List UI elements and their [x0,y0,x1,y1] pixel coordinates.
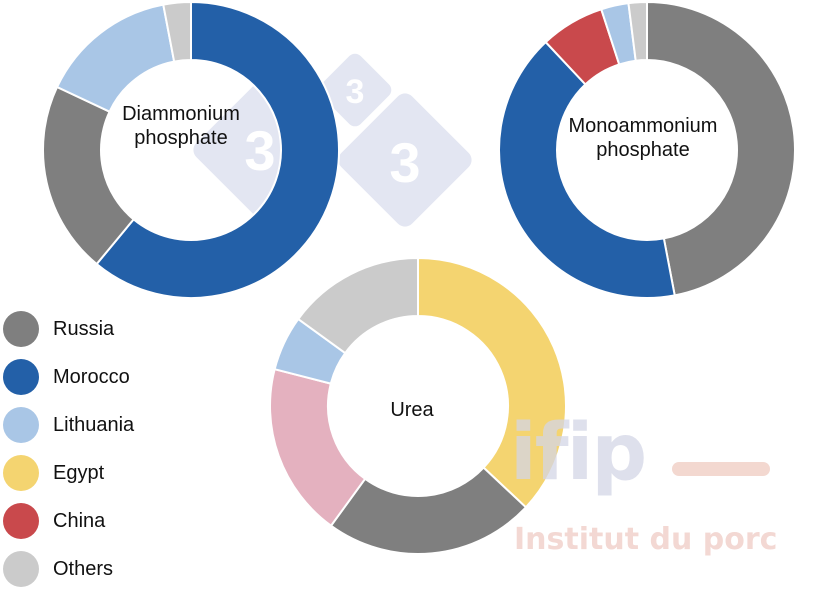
legend-label: Egypt [53,462,105,484]
donut-title-dap: Diammonium phosphate [122,102,240,150]
donut-title-map: Monoammonium phosphate [569,114,718,162]
donut-slice-russia [646,0,796,297]
donut-title-line: Diammonium [122,103,240,125]
donut-title-line: phosphate [134,127,228,149]
legend-swatch-icon [3,503,39,539]
legend-swatch-icon [3,311,39,347]
watermark-diamond-large-right: 3 [338,93,472,227]
donut-slice-russia [329,466,528,555]
donut-diammonium-phosphate [42,0,340,299]
donut-title-urea: Urea [390,398,433,422]
legend-swatch-icon [3,359,39,395]
legend-label: Lithuania [53,414,135,436]
watermark-diamond-small: 3 [318,53,392,127]
donut-slice-others [296,256,419,355]
legend-label: Morocco [53,366,130,388]
donut-slice-lithuania [55,3,176,114]
watermark-institut-du-porc: Institut du porc [514,522,778,557]
donut-slice-morocco [95,0,340,299]
donut-monoammonium-phosphate [498,0,796,299]
legend-swatch-icon [3,455,39,491]
legend-label: Russia [53,318,115,340]
legend-label: Others [53,558,114,580]
donut-title-line: phosphate [596,139,690,161]
donut-title-line: Monoammonium [568,115,718,137]
donut-slice-others [162,0,192,63]
watermark-ifip-logo: ifip [510,408,647,498]
donut-title-line: Urea [390,399,434,421]
legend-swatch-icon [3,551,39,587]
svg-text:3: 3 [346,73,365,111]
legend-swatch-icon [3,407,39,443]
watermark-dash [672,462,770,476]
donut-slice-morocco [498,40,676,299]
legend-label: China [53,510,106,532]
donut-slice-others [627,0,648,62]
svg-text:3: 3 [244,119,275,182]
donut-urea [269,256,567,555]
donut-slice-egypt [417,256,567,509]
svg-text:3: 3 [389,131,420,194]
